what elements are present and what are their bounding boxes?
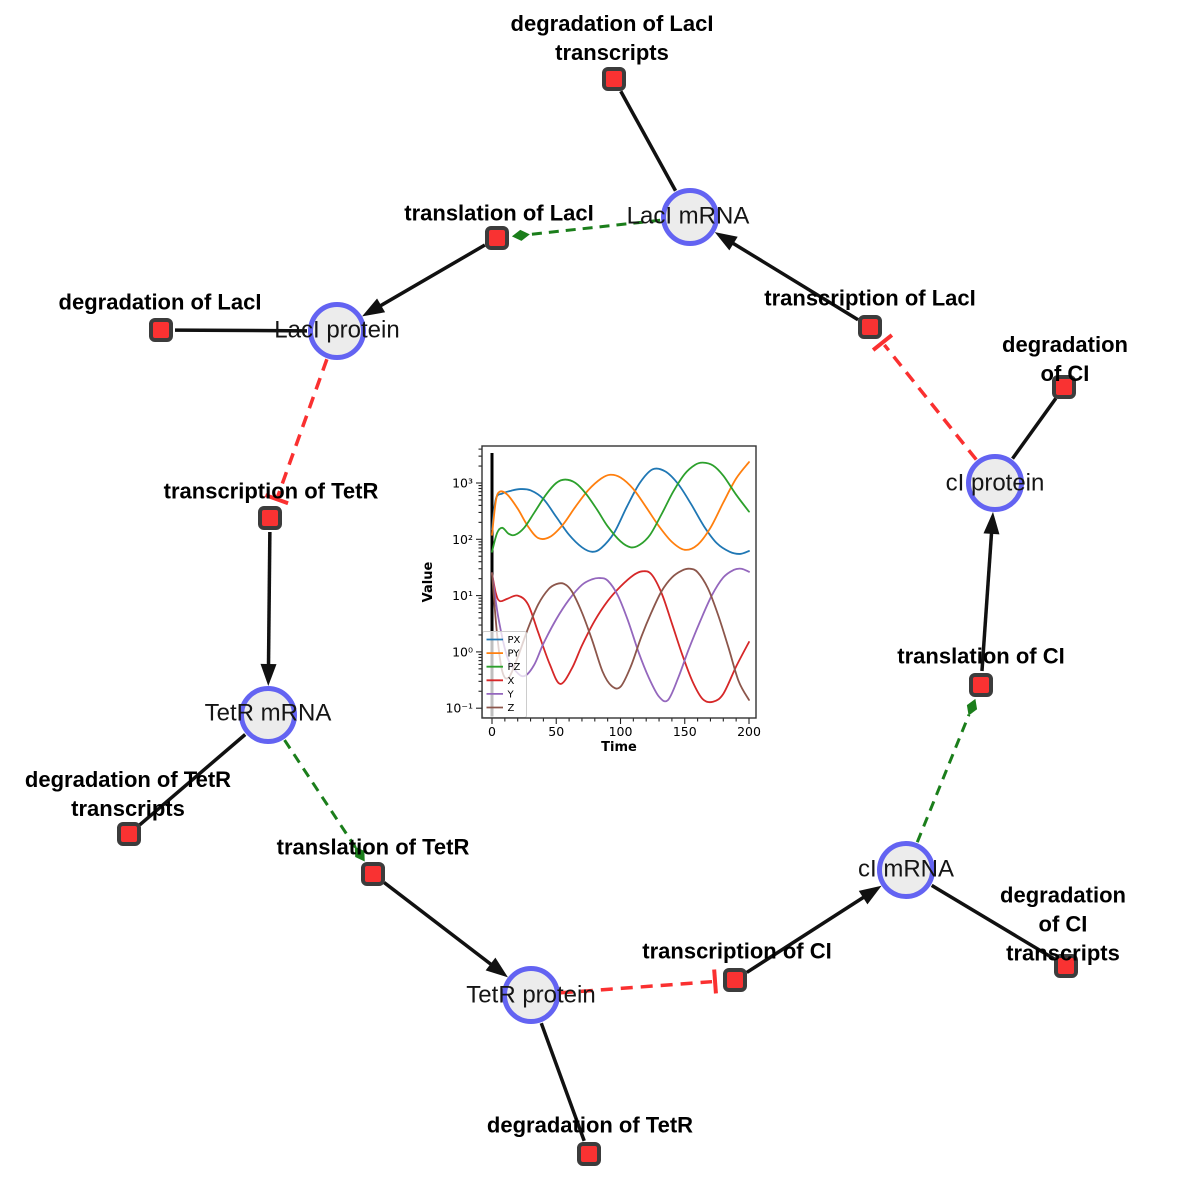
y-tick-label: 10⁰ (452, 644, 473, 659)
legend-label-Y: Y (507, 689, 515, 700)
y-tick-label: 10³ (452, 476, 473, 491)
edge-consumption-tetr-protein-deg-tetr (539, 1022, 586, 1142)
reaction-node-transcription-tetr[interactable] (258, 506, 282, 530)
series-Y-line (491, 567, 750, 703)
series-X-line (491, 570, 750, 704)
reaction-node-deg-tetr[interactable] (577, 1142, 601, 1166)
species-node-tetr-protein[interactable] (502, 966, 560, 1024)
legend-label-PZ: PZ (508, 662, 521, 673)
y-tick-label: 10² (452, 532, 473, 547)
plot-frame (481, 445, 757, 719)
reaction-label-transcription-laci: transcription of LacI (764, 285, 976, 311)
edge-consumption-ci-mrna-deg-ci-transcripts (930, 883, 1055, 961)
x-tick-label: 50 (548, 724, 564, 739)
edge-inhibition-tetr-protein-transcription-ci (560, 969, 718, 995)
series-PZ-line (491, 461, 750, 553)
legend-label-PX: PX (508, 635, 521, 646)
chart-series (491, 461, 750, 704)
edge-modifier-ci-mrna-translation-ci (915, 698, 978, 843)
reaction-label-translation-tetr: translation of TetR (276, 834, 470, 860)
chart-legend: PX PY PZ XYZ (482, 631, 527, 718)
x-tick-label: 0 (488, 724, 496, 739)
legend-label-PY: PY (508, 649, 521, 660)
reaction-label-deg-laci-transcripts: degradation of LacI transcripts (510, 11, 714, 65)
edge-production-transcription-tetr-tetr-mrna (260, 531, 277, 687)
edge-inhibition-ci-protein-transcription-laci (871, 333, 978, 461)
species-node-ci-protein[interactable] (966, 454, 1024, 512)
edge-production-transcription-laci-laci-mrna (714, 232, 859, 322)
edge-production-transcription-ci-ci-mrna (745, 885, 882, 974)
reaction-label-deg-tetr-transcripts: degradation of TetR transcripts (24, 767, 232, 821)
species-node-tetr-mrna[interactable] (239, 686, 297, 744)
edge-production-translation-laci-laci-protein (362, 243, 486, 317)
series-Z-line (491, 567, 750, 701)
species-node-laci-protein[interactable] (308, 302, 366, 360)
reaction-node-translation-tetr[interactable] (361, 862, 385, 886)
reaction-node-translation-laci[interactable] (485, 226, 509, 250)
x-axis-label: Time (601, 740, 637, 755)
reaction-label-deg-tetr: degradation of TetR (486, 1112, 694, 1138)
edge-modifier-laci-mrna-translation-laci (511, 218, 661, 241)
reaction-node-transcription-laci[interactable] (858, 315, 882, 339)
time-series-inset-chart: 0 50 100 150 200 10⁻¹ 10⁰ 10¹ 10² 10³ PX PY PZ XYZ Tim… (421, 445, 761, 755)
edge-inhibition-laci-protein-transcription-tetr (264, 358, 329, 506)
x-tick-label: 100 (609, 724, 633, 739)
series-PX-line (491, 467, 750, 555)
reaction-node-deg-ci[interactable] (1052, 375, 1076, 399)
x-tick-label: 150 (673, 724, 697, 739)
reaction-label-translation-laci: translation of LacI (404, 200, 594, 226)
reaction-label-deg-laci: degradation of LacI (58, 289, 262, 315)
reaction-label-transcription-ci: transcription of CI (642, 938, 832, 964)
legend-label-Z: Z (508, 703, 515, 714)
series-PY-line (491, 461, 750, 551)
reaction-node-transcription-ci[interactable] (723, 968, 747, 992)
edge-consumption-laci-protein-deg-laci (174, 328, 308, 333)
y-tick-label: 10⁻¹ (445, 701, 473, 716)
x-tick-label: 200 (737, 724, 761, 739)
reaction-label-transcription-tetr: transcription of TetR (163, 478, 379, 504)
species-node-ci-mrna[interactable] (877, 841, 935, 899)
edge-consumption-tetr-mrna-deg-tetr-transcripts (138, 733, 247, 827)
y-tick-label: 10¹ (452, 588, 473, 603)
reaction-node-deg-ci-transcripts[interactable] (1054, 954, 1078, 978)
edge-production-translation-tetr-tetr-protein (383, 881, 508, 978)
reaction-label-translation-ci: translation of CI (897, 643, 1065, 669)
edge-consumption-ci-protein-deg-ci (1011, 397, 1058, 460)
edge-modifier-tetr-mrna-translation-tetr (283, 739, 365, 862)
reaction-node-deg-laci[interactable] (149, 318, 173, 342)
reaction-node-deg-tetr-transcripts[interactable] (117, 822, 141, 846)
species-node-laci-mrna[interactable] (661, 188, 719, 246)
reaction-node-deg-laci-transcripts[interactable] (602, 67, 626, 91)
edge-production-translation-ci-ci-protein (980, 511, 1000, 672)
legend-label-X: X (508, 676, 515, 687)
y-axis-label: Value (421, 561, 436, 602)
reaction-node-translation-ci[interactable] (969, 673, 993, 697)
edge-consumption-laci-mrna-deg-laci-transcripts (619, 90, 678, 192)
